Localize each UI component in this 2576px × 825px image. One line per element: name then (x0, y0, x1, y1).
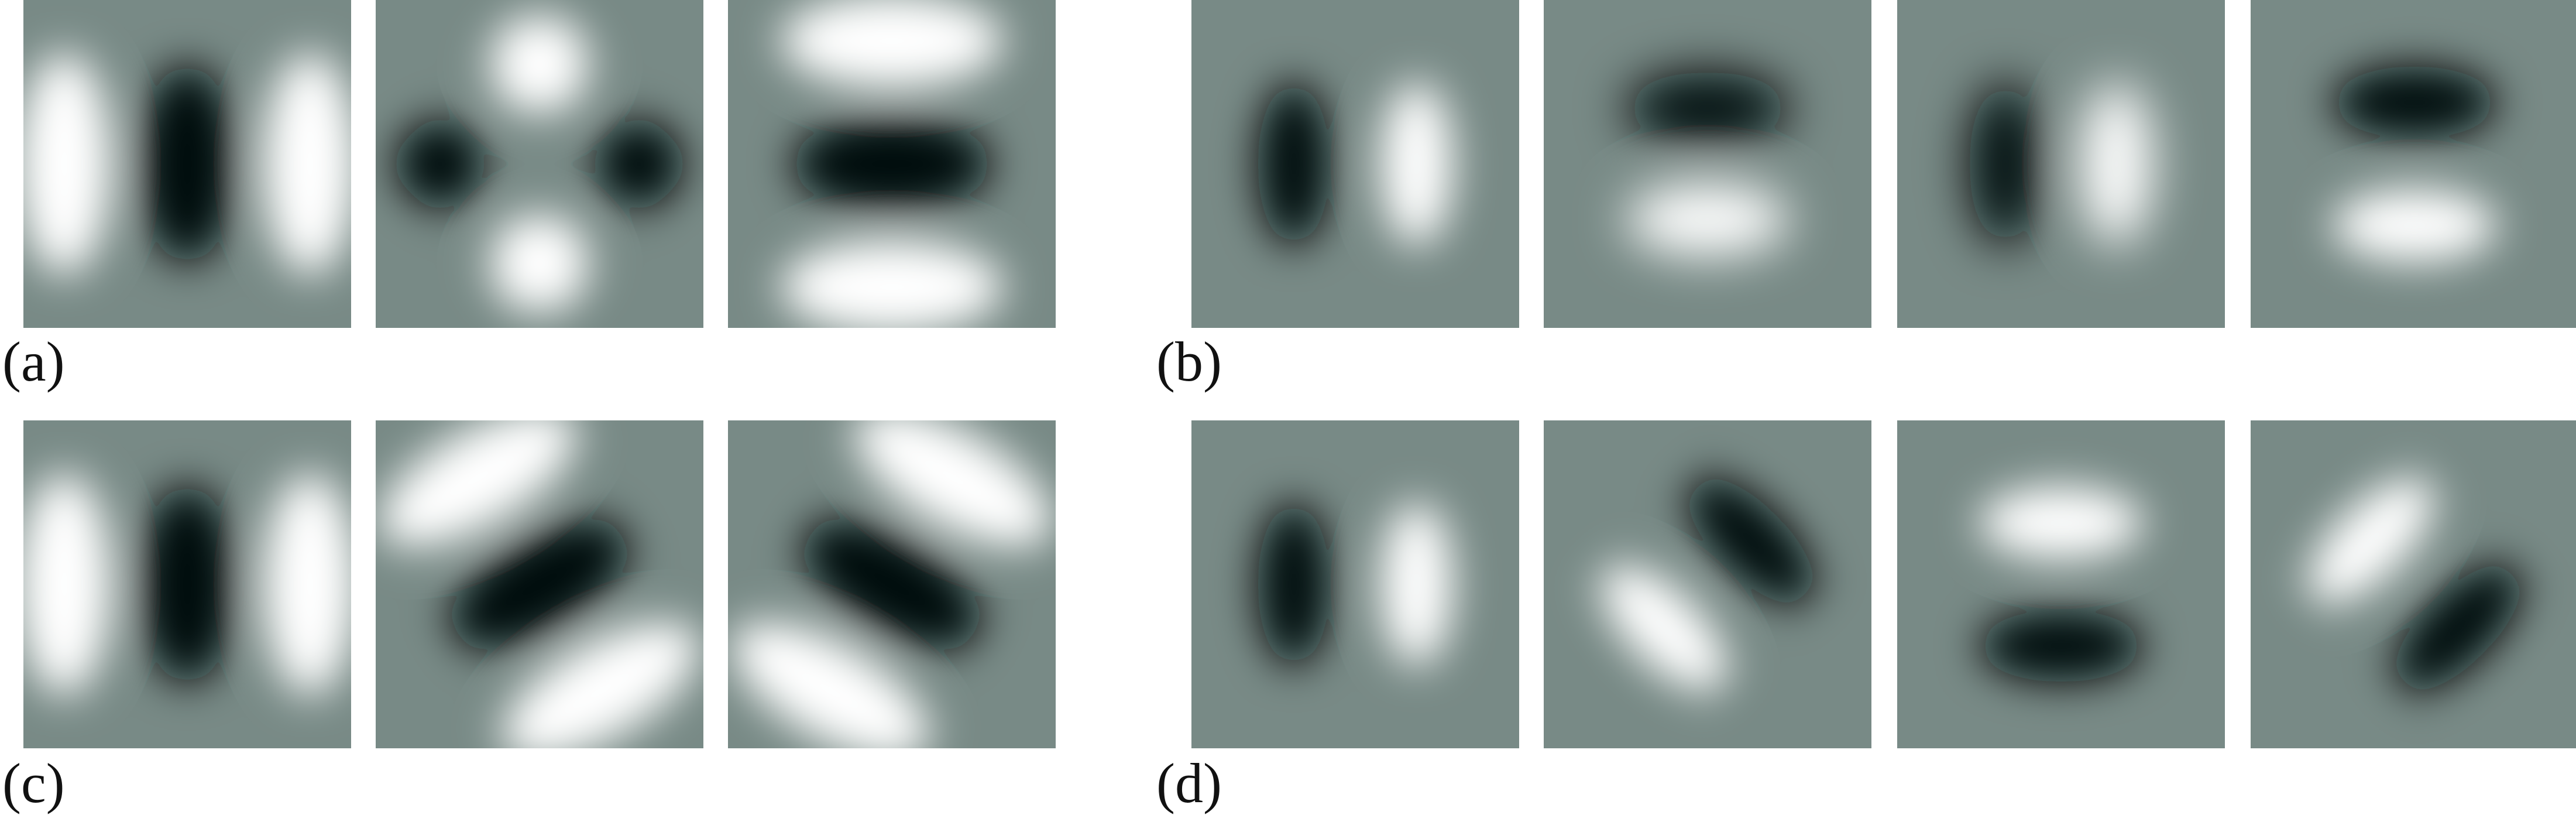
filter-a-1 (23, 0, 351, 328)
panel-label-c: (c) (2, 752, 65, 814)
filter-b-3 (1897, 0, 2225, 328)
filter-b-2 (1544, 0, 1871, 328)
filter-b-1 (1191, 0, 1519, 328)
filter-d-3 (1897, 420, 2225, 748)
filter-d-2 (1544, 420, 1871, 748)
filter-d-4 (2251, 420, 2576, 748)
filter-a-2 (376, 0, 703, 328)
filter-c-1 (23, 420, 351, 748)
panel-label-b: (b) (1156, 330, 1222, 393)
panel-label-d: (d) (1156, 752, 1222, 814)
filter-tiles (23, 0, 2576, 748)
panel-label-a: (a) (2, 330, 65, 393)
filter-c-3 (728, 420, 1056, 748)
filter-c-2 (376, 420, 703, 748)
filter-a-3 (728, 0, 1056, 328)
filter-b-4 (2251, 0, 2576, 328)
filter-d-1 (1191, 420, 1519, 748)
